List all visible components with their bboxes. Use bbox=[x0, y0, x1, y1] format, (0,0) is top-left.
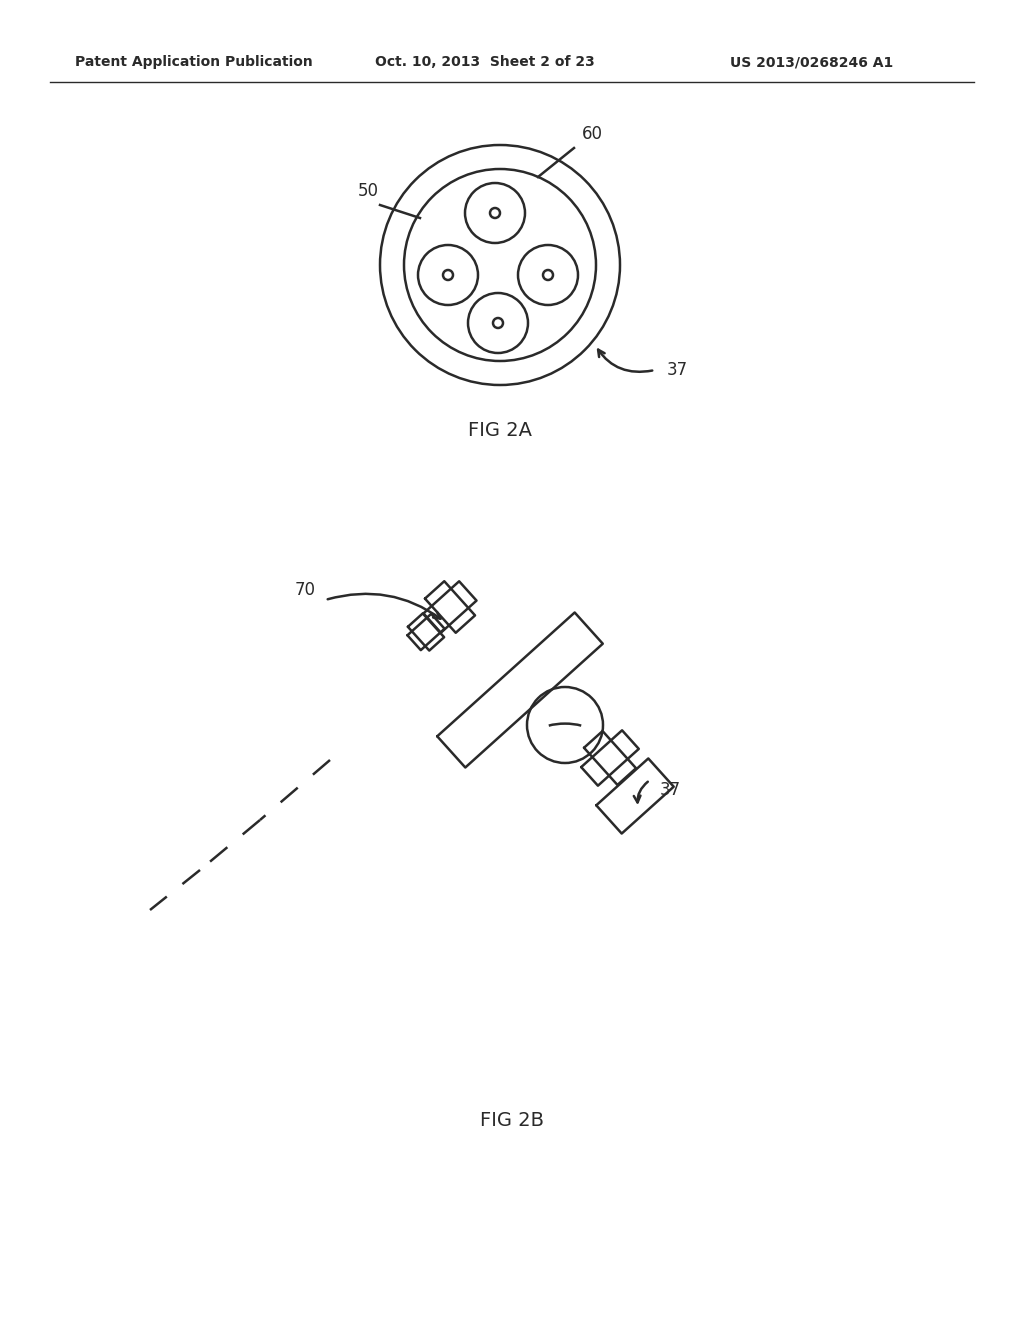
Text: Oct. 10, 2013  Sheet 2 of 23: Oct. 10, 2013 Sheet 2 of 23 bbox=[375, 55, 595, 69]
Text: US 2013/0268246 A1: US 2013/0268246 A1 bbox=[730, 55, 893, 69]
Text: FIG 2B: FIG 2B bbox=[480, 1110, 544, 1130]
Text: FIG 2A: FIG 2A bbox=[468, 421, 532, 440]
Text: 50: 50 bbox=[358, 182, 379, 201]
Text: 37: 37 bbox=[667, 360, 688, 379]
Text: 60: 60 bbox=[582, 125, 603, 143]
Text: 37: 37 bbox=[660, 781, 681, 799]
Text: Patent Application Publication: Patent Application Publication bbox=[75, 55, 312, 69]
Text: 70: 70 bbox=[295, 581, 316, 599]
